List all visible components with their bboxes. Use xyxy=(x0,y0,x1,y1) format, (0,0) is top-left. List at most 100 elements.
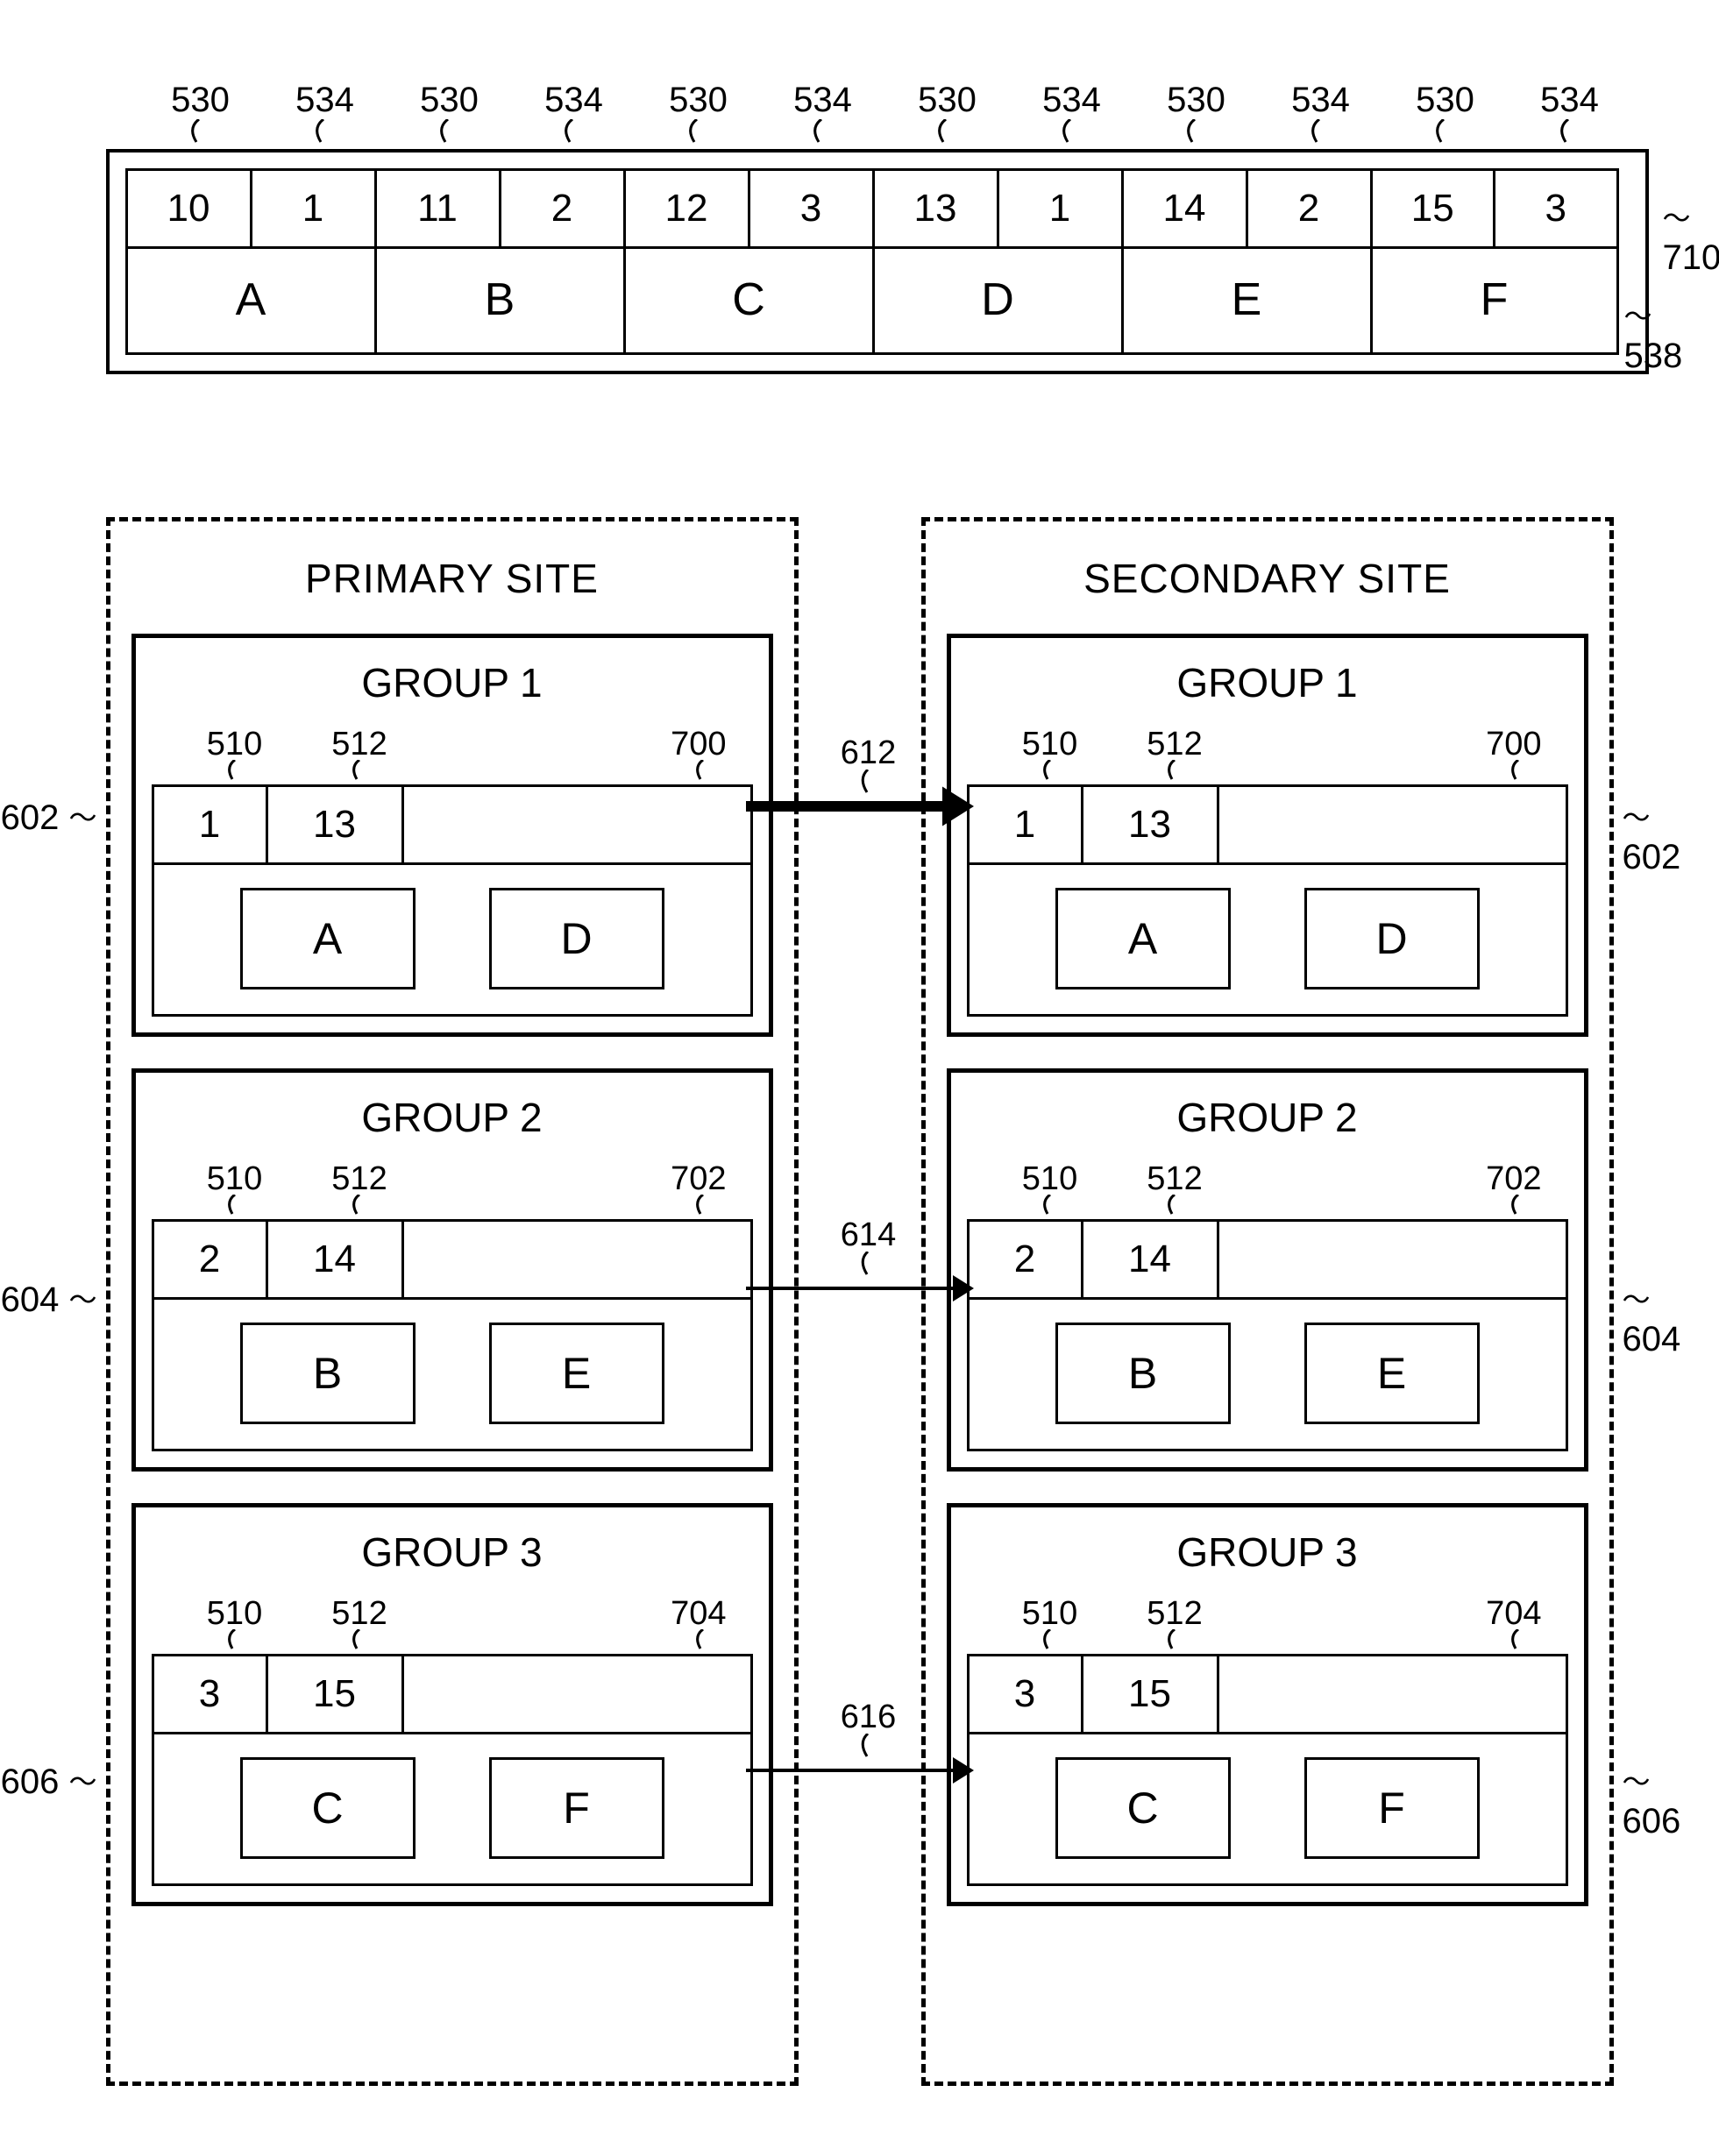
hook-row xyxy=(152,1629,753,1650)
top-header-label-534: 534 xyxy=(281,81,369,120)
group-letter-box: D xyxy=(489,888,664,989)
group-cell-1: 2 xyxy=(154,1222,268,1297)
top-header-label-530: 530 xyxy=(655,81,742,120)
ref-label-left: 606 〜 xyxy=(0,1762,97,1802)
top-header-label-530: 530 xyxy=(157,81,245,120)
top-header-label-534: 534 xyxy=(1277,81,1365,120)
hook-icon xyxy=(1057,119,1083,148)
top-cell-b: 3 xyxy=(750,171,872,246)
top-header-label-530: 530 xyxy=(904,81,991,120)
ref-label-710: 〜 710 xyxy=(1663,198,1719,278)
site-primary: PRIMARY SITEGROUP 1510512700113ADGROUP 2… xyxy=(106,517,799,2086)
group-cell-3 xyxy=(1219,787,1566,862)
header-ref-right: 534 xyxy=(1042,81,1101,119)
ref-512: 512 xyxy=(292,726,428,763)
hook-icon xyxy=(808,119,835,148)
header-ref-left: 530 xyxy=(171,81,230,119)
group-inner-table: 214 BE xyxy=(967,1219,1568,1451)
top-cell-pair: 153 xyxy=(1370,168,1619,246)
top-cell-pair: 123 xyxy=(623,168,872,246)
group-cell-3 xyxy=(1219,1656,1566,1732)
ref-label-right: 〜 604 xyxy=(1623,1280,1684,1359)
ref-c3: 702 xyxy=(428,1160,753,1198)
group-letter-box: E xyxy=(489,1323,664,1424)
top-cell-b: 2 xyxy=(501,171,623,246)
top-cell-b: 1 xyxy=(252,171,374,246)
site-secondary: SECONDARY SITEGROUP 1510512700113ADGROUP… xyxy=(921,517,1614,2086)
ref-label-538: 〜 538 xyxy=(1624,296,1684,376)
group-ref-row: 510512700 xyxy=(152,726,753,763)
top-letter-cell: F xyxy=(1370,246,1619,355)
hook-icon xyxy=(1182,119,1208,148)
group-ref-row: 510512704 xyxy=(152,1595,753,1633)
ref-512: 512 xyxy=(292,1595,428,1633)
group-letter-box: D xyxy=(1304,888,1480,989)
group-ref-row: 510512700 xyxy=(967,726,1568,763)
arrow-ref-label: 614 xyxy=(825,1216,913,1254)
group-ref-row: 510512704 xyxy=(967,1595,1568,1633)
ref-512: 512 xyxy=(1107,1160,1243,1198)
ref-label-left: 602 〜 xyxy=(0,798,97,838)
group-inner-table: 214BE xyxy=(152,1219,753,1451)
header-ref-left: 530 xyxy=(669,81,728,119)
group-title: GROUP 3 xyxy=(967,1528,1568,1576)
ref-510: 510 xyxy=(993,1595,1107,1633)
group-cell-2: 14 xyxy=(268,1222,404,1297)
group-cell-1: 1 xyxy=(154,787,268,862)
ref-c3: 700 xyxy=(1243,726,1568,763)
hook-row xyxy=(152,760,753,781)
top-cell-b: 2 xyxy=(1248,171,1370,246)
hook-icon xyxy=(1431,119,1457,148)
top-letter-cell: C xyxy=(623,246,872,355)
hook-icon xyxy=(855,1252,881,1280)
group-cell-2: 14 xyxy=(1083,1222,1219,1297)
group-cell-2: 13 xyxy=(268,787,404,862)
group-title: GROUP 2 xyxy=(967,1094,1568,1141)
top-header-label-530: 530 xyxy=(1153,81,1240,120)
group-title: GROUP 2 xyxy=(152,1094,753,1141)
header-ref-left: 530 xyxy=(918,81,977,119)
header-ref-left: 530 xyxy=(420,81,479,119)
top-cell-a: 11 xyxy=(377,171,501,246)
group-cell-1: 2 xyxy=(970,1222,1083,1297)
top-table: 101112123131142153ABCDEF xyxy=(106,149,1649,374)
group-title: GROUP 1 xyxy=(967,659,1568,706)
group-cell-2: 15 xyxy=(268,1656,404,1732)
ref-label-left: 604 〜 xyxy=(0,1280,97,1320)
ref-c3: 704 xyxy=(428,1595,753,1633)
ref-512: 512 xyxy=(1107,1595,1243,1633)
top-cell-b: 1 xyxy=(999,171,1121,246)
group-cell-3 xyxy=(404,1656,750,1732)
top-cell-a: 15 xyxy=(1373,171,1496,246)
group-inner-table: 315CF xyxy=(967,1654,1568,1886)
group-inner-table: 113AD xyxy=(967,784,1568,1017)
hook-icon xyxy=(855,769,881,798)
group-letter-box: F xyxy=(1304,1757,1480,1859)
group-box: GROUP 3510512704315CF xyxy=(131,1503,773,1906)
header-ref-right: 534 xyxy=(295,81,354,119)
hook-icon xyxy=(559,119,586,148)
hook-icon xyxy=(310,119,337,148)
group-ref-row: 510512702 xyxy=(967,1160,1568,1198)
top-header-label-534: 534 xyxy=(1028,81,1116,120)
top-cell-a: 12 xyxy=(626,171,750,246)
header-ref-right: 534 xyxy=(1540,81,1599,119)
top-letter-cell: E xyxy=(1121,246,1370,355)
top-letter-cell: D xyxy=(872,246,1121,355)
top-cell-b: 3 xyxy=(1495,171,1616,246)
group-title: GROUP 1 xyxy=(152,659,753,706)
ref-c3: 704 xyxy=(1243,1595,1568,1633)
group-letter-box: B xyxy=(1055,1323,1231,1424)
ref-c3: 702 xyxy=(1243,1160,1568,1198)
group-inner-table: 315CF xyxy=(152,1654,753,1886)
hook-icon xyxy=(855,1734,881,1762)
group-cell-1: 3 xyxy=(154,1656,268,1732)
site-title: PRIMARY SITE xyxy=(131,555,773,602)
hook-row xyxy=(152,1195,753,1216)
ref-510: 510 xyxy=(993,1160,1107,1198)
group-cell-2: 13 xyxy=(1083,787,1219,862)
hook-icon xyxy=(186,119,212,148)
top-cell-a: 14 xyxy=(1124,171,1248,246)
group-letter-box: E xyxy=(1304,1323,1480,1424)
group-box: GROUP 2510512702214BE xyxy=(131,1068,773,1472)
